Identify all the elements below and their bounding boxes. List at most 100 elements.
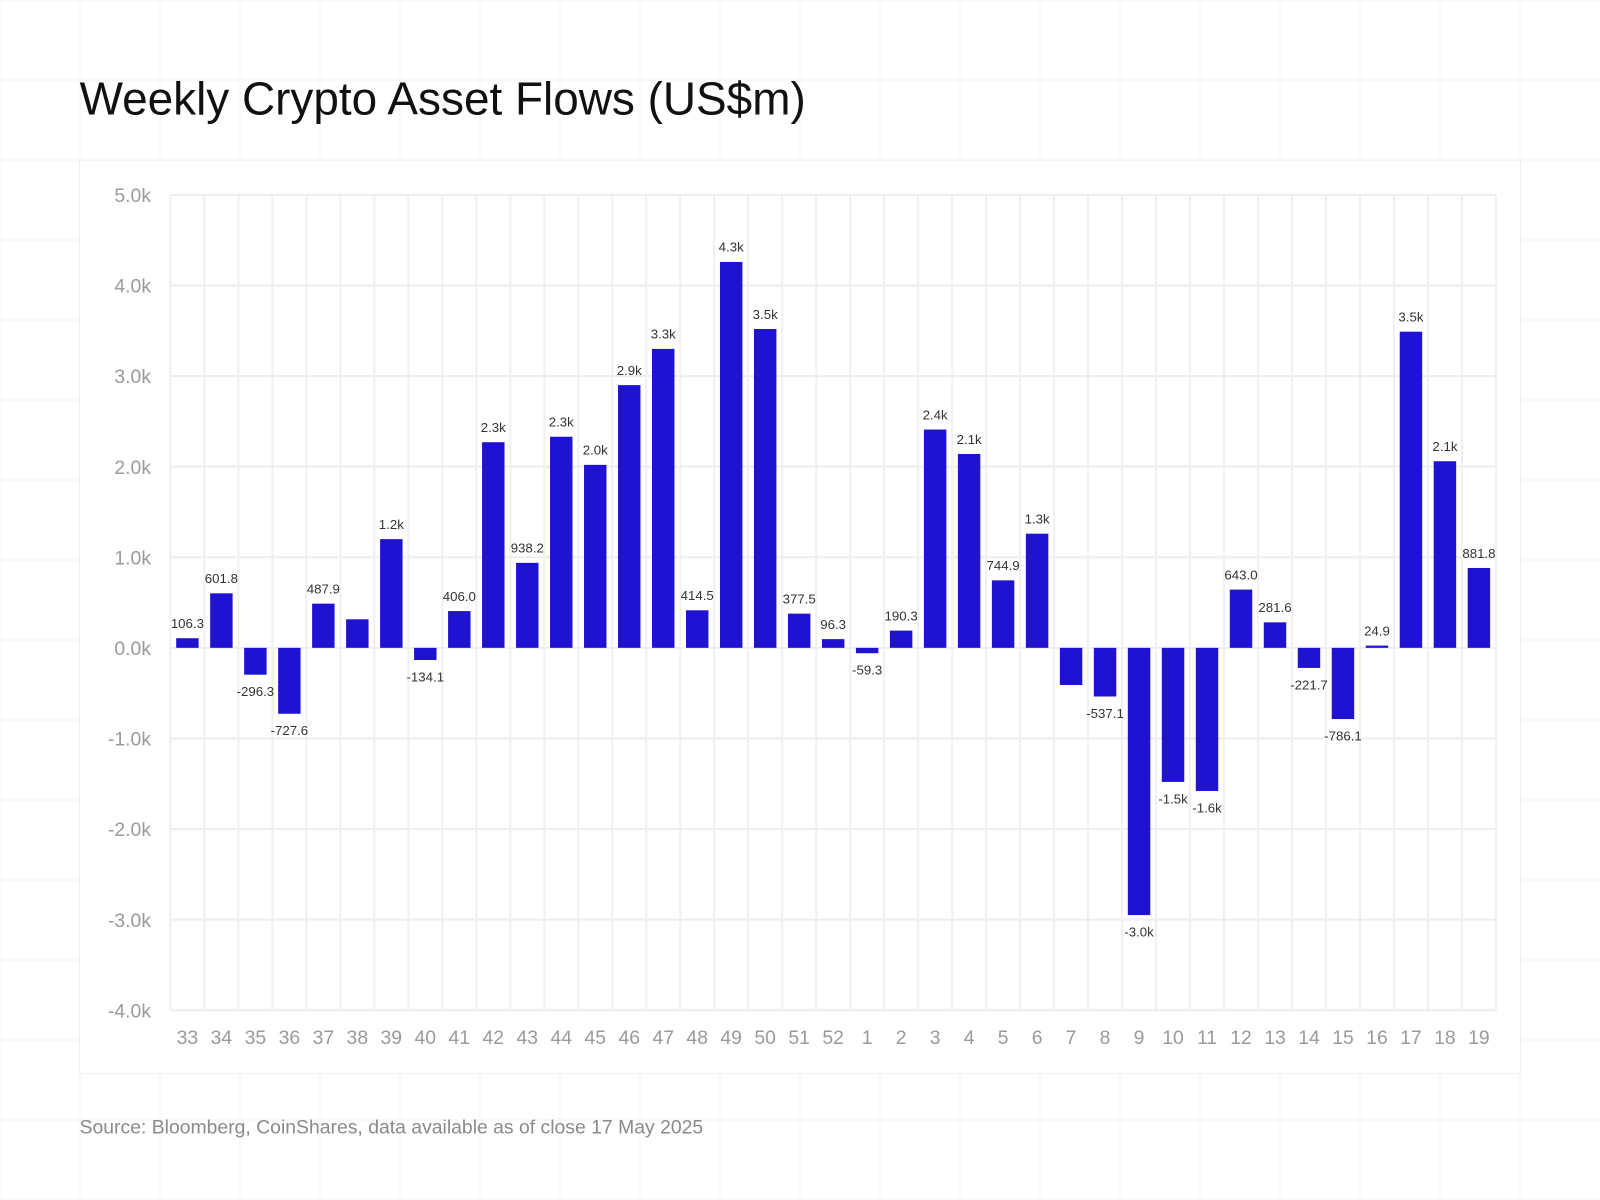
data-label: 414.5: [681, 588, 714, 603]
y-tick-label: -3.0k: [108, 910, 151, 932]
x-tick-label: 33: [177, 1027, 199, 1049]
x-tick-label: 40: [415, 1027, 437, 1049]
y-tick-label: 2.0k: [114, 457, 151, 479]
x-tick-label: 34: [211, 1027, 233, 1049]
data-label: -59.3: [852, 663, 882, 678]
data-label: 3.5k: [1398, 309, 1423, 324]
data-label: 601.8: [205, 571, 238, 586]
data-label: 2.4k: [923, 407, 948, 422]
bars: [176, 261, 1491, 916]
x-tick-label: 36: [279, 1027, 301, 1049]
x-tick-label: 49: [720, 1027, 742, 1049]
bar: [1263, 622, 1287, 648]
bar: [176, 638, 199, 648]
x-tick-label: 48: [686, 1027, 708, 1049]
chart-title: Weekly Crypto Asset Flows (US$m): [80, 72, 806, 124]
data-label: -786.1: [1324, 728, 1362, 743]
bar: [346, 619, 369, 648]
y-tick-label: 5.0k: [114, 185, 151, 207]
bar: [652, 348, 675, 648]
x-tick-label: 39: [381, 1027, 403, 1049]
bar: [482, 442, 505, 648]
data-label: 4.3k: [719, 240, 744, 255]
data-label: 377.5: [783, 591, 816, 606]
bar: [957, 453, 981, 648]
y-tick-label: 3.0k: [114, 366, 151, 388]
x-tick-label: 16: [1366, 1027, 1388, 1049]
bar: [380, 539, 403, 648]
bar: [1161, 647, 1185, 782]
x-tick-label: 13: [1264, 1027, 1286, 1049]
bar: [1399, 331, 1423, 648]
x-tick-label: 1: [862, 1027, 873, 1049]
data-label: -221.7: [1290, 677, 1328, 692]
x-tick-label: 4: [964, 1027, 975, 1049]
x-tick-label: 17: [1400, 1027, 1422, 1049]
data-label: -3.0k: [1124, 925, 1154, 940]
bar: [448, 611, 471, 648]
x-tick-label: 37: [313, 1027, 335, 1049]
bar: [584, 464, 607, 648]
source-note: Source: Bloomberg, CoinShares, data avai…: [80, 1117, 704, 1139]
data-label: -1.6k: [1192, 800, 1222, 815]
x-tick-label: 52: [822, 1027, 844, 1049]
data-label: 3.3k: [651, 327, 676, 342]
data-label: 1.2k: [379, 517, 404, 532]
data-label: 3.5k: [753, 307, 778, 322]
y-tick-label: -4.0k: [108, 1000, 151, 1022]
bar: [855, 647, 879, 654]
bar: [991, 580, 1015, 648]
x-tick-label: 19: [1468, 1027, 1490, 1049]
data-label: 24.9: [1364, 623, 1390, 638]
bar: [1059, 647, 1083, 685]
bar: [1195, 647, 1219, 791]
bar: [1025, 533, 1049, 648]
bar: [618, 385, 641, 648]
x-tick-label: 10: [1162, 1027, 1184, 1049]
x-tick-label: 46: [618, 1027, 640, 1049]
bar: [787, 613, 811, 648]
bar: [1229, 589, 1253, 648]
x-tick-label: 11: [1197, 1027, 1217, 1049]
x-tick-label: 6: [1032, 1027, 1043, 1049]
y-tick-label: 4.0k: [114, 276, 151, 298]
bar: [516, 562, 539, 648]
x-tick-label: 15: [1332, 1027, 1354, 1049]
y-tick-label: -1.0k: [108, 729, 151, 751]
y-tick-label: 0.0k: [114, 638, 151, 660]
x-axis: 33 34 35 36 37 38 39 40 41 42 43 44 45 46 47 48 49 50 51 52…: [177, 1027, 1490, 1049]
x-tick-label: 12: [1230, 1027, 1252, 1049]
bar: [685, 610, 709, 648]
y-tick-label: 1.0k: [114, 547, 151, 569]
data-label: 2.3k: [549, 415, 574, 430]
bar: [1331, 647, 1355, 720]
data-label: 190.3: [885, 608, 918, 623]
x-tick-label: 5: [998, 1027, 1009, 1049]
data-label: 643.0: [1224, 567, 1257, 582]
plot-grid: [169, 193, 1497, 1012]
bar: [1127, 647, 1151, 916]
data-label: 2.1k: [1432, 439, 1457, 454]
data-label: -537.1: [1086, 706, 1124, 721]
bar: [244, 647, 267, 675]
bar: [821, 639, 845, 648]
data-label: -1.5k: [1158, 791, 1188, 806]
data-label: 1.3k: [1025, 511, 1050, 526]
data-label: 487.9: [307, 581, 340, 596]
x-tick-label: 45: [584, 1027, 606, 1049]
bar: [1297, 647, 1321, 668]
x-tick-label: 35: [245, 1027, 267, 1049]
data-label: -296.3: [237, 684, 275, 699]
y-tick-label: -2.0k: [108, 819, 151, 841]
data-label: 2.3k: [481, 420, 506, 435]
bar: [1433, 461, 1457, 648]
bar: [312, 603, 335, 648]
bar: [889, 630, 913, 648]
bar: [550, 436, 573, 648]
data-label: 406.0: [443, 589, 476, 604]
x-tick-label: 14: [1298, 1027, 1320, 1049]
bar: [278, 647, 301, 714]
x-tick-label: 43: [516, 1027, 538, 1049]
data-label: 2.9k: [617, 363, 642, 378]
